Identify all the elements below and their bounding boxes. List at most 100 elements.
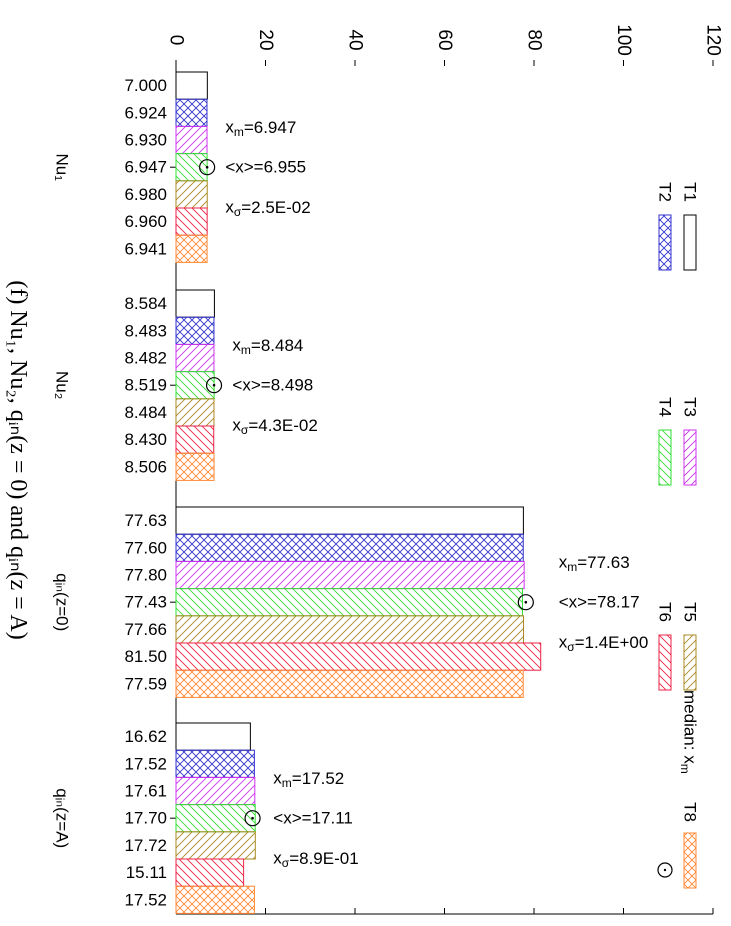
bar-value-label: 15.11 [126, 863, 167, 882]
mean-marker [517, 594, 534, 611]
bar-t1-2 [175, 506, 524, 535]
bar-t2-3 [175, 749, 255, 778]
legend-swatch-t2 [658, 214, 672, 271]
bar-value-label: 8.584 [124, 294, 167, 313]
legend-median-marker [657, 862, 673, 878]
bar-t4-2 [175, 588, 523, 617]
legend-label-t1: T1 [681, 182, 700, 202]
bar-t2-2 [175, 533, 524, 562]
legend-swatch-t3 [683, 429, 697, 486]
category-label: Nu₁ [53, 153, 72, 181]
median-annotation: xm=8.484 [232, 336, 303, 358]
bar-value-label: 17.70 [124, 809, 167, 828]
bar-t5-3 [175, 831, 256, 860]
bar-value-label: 7.000 [124, 76, 167, 95]
median-annotation: xm=17.52 [273, 769, 344, 791]
bar-t1-3 [175, 722, 251, 751]
mean-marker [205, 377, 223, 394]
value-tick-label: 80 [524, 29, 545, 50]
bar-value-label: 77.63 [124, 511, 167, 530]
legend-label-t5: T5 [681, 602, 700, 622]
bar-t6-3 [175, 858, 245, 887]
mean-annotation: <x>=6.955 [225, 158, 306, 177]
median-annotation: xm=6.947 [225, 118, 296, 140]
value-tick-label: 40 [345, 29, 366, 50]
bar-value-label: 8.519 [124, 376, 167, 395]
mean-marker [244, 810, 261, 827]
sigma-annotation: xσ=8.9E-01 [273, 849, 358, 871]
bar-t4-1 [175, 371, 215, 400]
bar-value-label: 8.484 [124, 403, 167, 422]
bar-value-label: 6.930 [124, 131, 167, 150]
category-label: qᵢₙ(z=A) [53, 788, 72, 848]
mean-annotation: <x>=17.11 [273, 809, 353, 828]
bar-t8-2 [175, 669, 524, 698]
bar-t8-0 [175, 234, 208, 263]
value-tick-label: 60 [434, 29, 455, 50]
bar-value-label: 6.960 [124, 212, 167, 231]
bar-value-label: 17.52 [124, 890, 167, 909]
legend-swatch-t8 [683, 832, 697, 889]
category-label: Nu₂ [53, 371, 72, 399]
bar-t3-2 [175, 560, 525, 590]
bar-value-label: 77.43 [124, 593, 167, 612]
legend-swatch-t6 [658, 634, 672, 691]
bar-value-label: 8.483 [124, 321, 167, 340]
bar-value-label: 17.52 [124, 754, 167, 773]
value-tick-label: 100 [613, 24, 634, 56]
bar-t6-1 [175, 425, 215, 454]
mean-annotation: <x>=8.498 [232, 376, 313, 395]
bar-value-label: 77.66 [124, 620, 167, 639]
legend-swatch-t5 [683, 634, 697, 691]
mean-marker [199, 159, 216, 176]
bar-value-label: 17.61 [124, 782, 167, 801]
mean-marker-dot [524, 600, 528, 604]
bar-t3-0 [175, 125, 208, 155]
legend-median-marker-dot [663, 868, 667, 872]
mean-marker-dot [212, 383, 216, 387]
bar-t5-2 [175, 615, 525, 644]
bar-value-label: 8.482 [124, 349, 167, 368]
bar-t6-2 [175, 642, 542, 671]
bar-t4-0 [175, 153, 208, 182]
bar-value-label: 77.60 [124, 538, 167, 557]
bar-value-label: 16.62 [124, 727, 167, 746]
bar-t2-1 [175, 316, 215, 345]
bar-value-label: 6.980 [124, 185, 167, 204]
legend-label-t8: T8 [681, 802, 700, 822]
bar-t2-0 [175, 98, 208, 127]
median-annotation: xm=77.63 [559, 553, 630, 575]
legend-label-t4: T4 [656, 397, 675, 417]
bar-t1-0 [175, 71, 208, 100]
bar-value-label: 6.924 [124, 103, 167, 122]
value-tick-label: 0 [166, 35, 187, 46]
mean-marker-dot [251, 816, 254, 820]
sigma-annotation: xσ=1.4E+00 [559, 633, 649, 655]
bar-value-label: 77.59 [124, 674, 167, 693]
bar-t8-1 [175, 452, 215, 481]
value-tick-label: 20 [255, 29, 276, 50]
bar-value-label: 6.947 [124, 158, 167, 177]
legend-label-t6: T6 [656, 602, 675, 622]
legend-label-t3: T3 [681, 397, 700, 417]
sigma-annotation: xσ=2.5E-02 [225, 198, 310, 220]
bar-t3-1 [175, 343, 215, 373]
bar-t1-1 [175, 289, 215, 318]
bar-value-label: 8.430 [124, 430, 167, 449]
bar-value-label: 17.72 [124, 836, 167, 855]
category-label: qᵢₙ(z=0) [53, 573, 72, 631]
legend-label-median: median: xm [678, 690, 700, 774]
bar-t4-3 [175, 804, 256, 833]
sigma-annotation: xσ=4.3E-02 [232, 416, 317, 438]
legend-swatch-t4 [658, 429, 672, 486]
value-tick-label: 120 [703, 24, 724, 56]
bar-value-label: 8.506 [124, 457, 167, 476]
mean-marker-dot [205, 165, 209, 169]
legend-label-t2: T2 [656, 182, 675, 202]
bar-t5-0 [175, 180, 208, 209]
bar-t3-3 [175, 776, 256, 806]
bar-value-label: 77.80 [124, 566, 167, 585]
mean-annotation: <x>=78.17 [559, 593, 640, 612]
